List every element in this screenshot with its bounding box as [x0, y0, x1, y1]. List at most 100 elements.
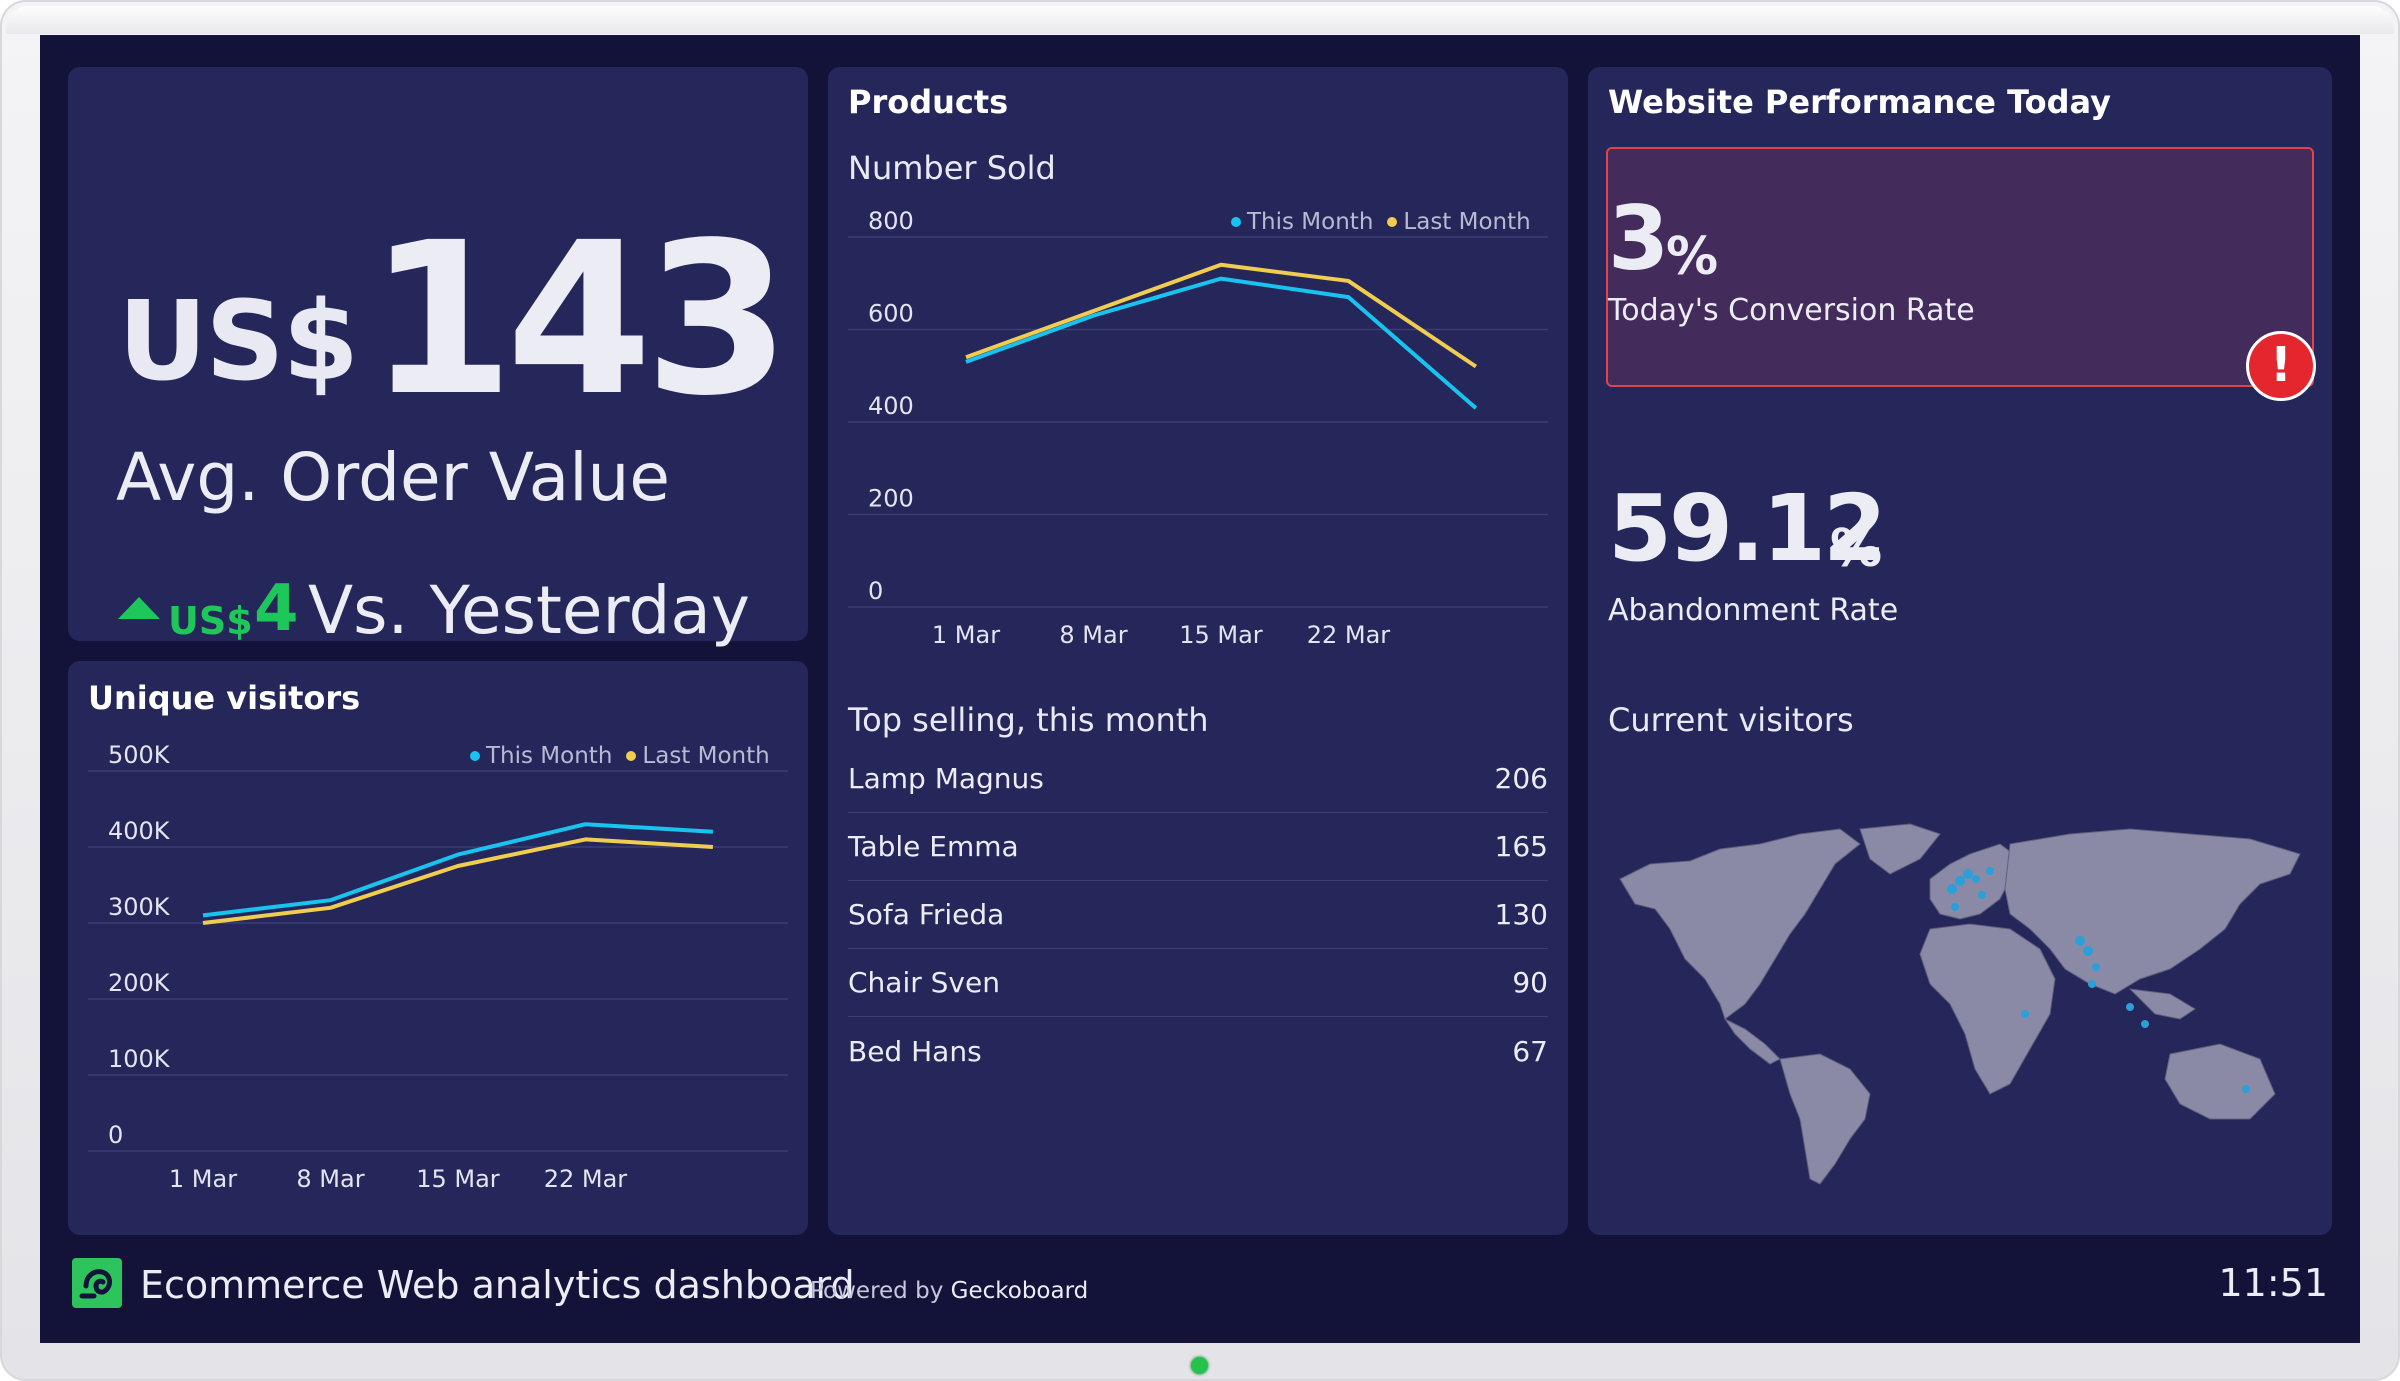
legend-this-month: This Month [486, 743, 613, 769]
aov-delta-text: Vs. Yesterday [308, 572, 750, 649]
aov-value: 143 [368, 197, 790, 442]
map-south-america [1779, 1053, 1871, 1185]
monitor-top-edge [6, 6, 2394, 34]
number-sold-title: Number Sold [848, 149, 1056, 187]
map-southeast-asia [2128, 988, 2196, 1020]
item-value: 206 [1494, 762, 1548, 795]
map-australia [2164, 1043, 2276, 1120]
visitor-dot [2075, 936, 2085, 946]
item-name: Table Emma [848, 830, 1019, 863]
map-asia [2004, 828, 2301, 995]
item-name: Bed Hans [848, 1034, 982, 1068]
x-tick-label: 15 Mar [1179, 621, 1263, 649]
x-tick-label: 8 Mar [296, 1165, 364, 1193]
item-name: Chair Sven [848, 966, 1000, 999]
power-led-icon [1191, 1357, 1208, 1374]
world-map [1619, 823, 2301, 1185]
exclamation-icon: ! [2246, 331, 2316, 401]
map-north-america [1619, 828, 1861, 1020]
conversion-rate-alert: 3 % Today's Conversion Rate [1606, 147, 2314, 387]
y-tick-label: 100K [108, 1045, 171, 1073]
y-tick-label: 500K [108, 741, 171, 769]
dashboard-title: Ecommerce Web analytics dashboard [140, 1263, 855, 1307]
aov-delta-value: 4 [254, 572, 299, 646]
visitor-dot [2126, 1003, 2134, 1011]
aov-label: Avg. Order Value [116, 439, 670, 516]
conversion-value: 3 [1608, 187, 1669, 290]
x-tick-label: 22 Mar [1307, 621, 1391, 649]
y-tick-label: 800 [868, 207, 914, 235]
abandonment-label: Abandonment Rate [1608, 593, 1899, 628]
visitor-dot [1955, 876, 1965, 886]
series-line-this-month [202, 822, 714, 918]
up-arrow-icon [118, 597, 160, 619]
x-tick-label: 1 Mar [169, 1165, 237, 1193]
x-tick-label: 15 Mar [416, 1165, 500, 1193]
legend-last-month: Last Month [642, 743, 770, 769]
visitor-dot [2088, 980, 2096, 988]
x-tick-label: 1 Mar [932, 621, 1000, 649]
series-line-last-month [202, 837, 714, 925]
visitor-dot [1972, 875, 1980, 883]
website-performance-title: Website Performance Today [1608, 83, 2112, 121]
clock-time: 11:51 [2218, 1261, 2328, 1305]
item-name: Lamp Magnus [848, 762, 1044, 795]
x-tick-label: 8 Mar [1059, 621, 1127, 649]
x-tick-label: 22 Mar [544, 1165, 628, 1193]
abandonment-value: 59.12 [1608, 475, 1887, 582]
legend-dot-last-month-icon [626, 751, 637, 761]
y-tick-label: 300K [108, 893, 171, 921]
products-panel: Products Number Sold This Month Last Mon… [828, 67, 1568, 1235]
visitor-dot [1951, 903, 1959, 911]
visitor-dot [2242, 1085, 2250, 1093]
visitor-dot [2021, 1010, 2029, 1018]
powered-by-label: Powered by [810, 1278, 944, 1304]
item-value: 165 [1494, 830, 1548, 863]
visitor-dot [2083, 946, 2093, 956]
legend-this-month: This Month [1247, 209, 1374, 235]
products-title: Products [848, 83, 1009, 121]
series-line-this-month [965, 276, 1478, 410]
aov-currency-prefix: US$ [118, 277, 359, 405]
conversion-unit: % [1666, 227, 1719, 287]
dashboard-screen: US$ 143 Avg. Order Value US$ 4 Vs. Yeste… [40, 35, 2360, 1343]
y-tick-label: 0 [108, 1121, 123, 1149]
powered-by: Powered by Geckoboard [810, 1278, 1088, 1304]
list-item: Sofa Frieda 130 [848, 881, 1548, 949]
y-tick-label: 200K [108, 969, 171, 997]
series-line-last-month [965, 262, 1478, 369]
item-name: Sofa Frieda [848, 898, 1005, 931]
map-africa [1919, 923, 2056, 1095]
conversion-label: Today's Conversion Rate [1608, 293, 1975, 328]
map-greenland [1859, 823, 1941, 875]
visitor-dot [1963, 869, 1973, 879]
avg-order-value-panel: US$ 143 Avg. Order Value US$ 4 Vs. Yeste… [68, 67, 808, 649]
map-central-america [1723, 1017, 1781, 1065]
unique-visitors-title: Unique visitors [88, 679, 361, 717]
aov-delta-prefix: US$ [168, 599, 253, 643]
list-item: Bed Hans 67 [848, 1017, 1548, 1085]
legend-dot-this-month-icon [470, 751, 480, 761]
y-tick-label: 200 [868, 485, 914, 513]
y-tick-label: 0 [868, 577, 883, 605]
y-tick-label: 400K [108, 817, 171, 845]
products-legend: This Month Last Month [1231, 209, 1531, 235]
legend-dot-last-month-icon [1387, 217, 1398, 227]
item-value: 90 [1512, 966, 1548, 999]
number-sold-chart: 0 200 400 600 800 1 Mar 8 Mar 15 Mar 22 Mar [848, 207, 1548, 649]
visitor-dot [1986, 867, 1994, 875]
geckoboard-logo-icon [72, 1258, 122, 1308]
visitor-dot [2092, 963, 2100, 971]
unique-visitors-legend: This Month Last Month [470, 743, 770, 769]
visitor-dot [1978, 891, 1986, 899]
item-value: 67 [1512, 1034, 1548, 1068]
website-performance-panel: Website Performance Today 3 % Today's Co… [1588, 67, 2332, 1235]
abandonment-unit: % [1830, 519, 1883, 579]
list-item: Lamp Magnus 206 [848, 745, 1548, 813]
powered-by-brand: Geckoboard [950, 1278, 1089, 1304]
current-visitors-title: Current visitors [1608, 701, 1854, 739]
list-item: Table Emma 165 [848, 813, 1548, 881]
unique-visitors-panel: Unique visitors This Month Last Month 0 1… [68, 661, 808, 1235]
legend-last-month: Last Month [1403, 209, 1531, 235]
y-tick-label: 600 [868, 300, 914, 328]
